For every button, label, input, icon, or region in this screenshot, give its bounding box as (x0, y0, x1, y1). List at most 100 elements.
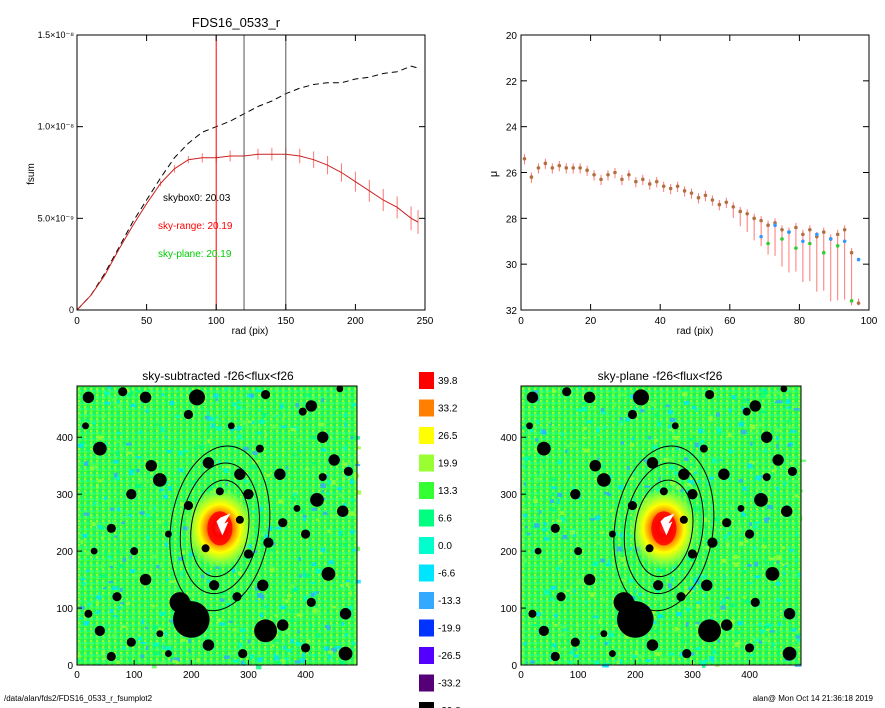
sky-plane-noise-speck (794, 645, 799, 650)
sky-subtracted-galaxy-peak (216, 513, 231, 536)
sky-plane-masked-source (787, 466, 798, 476)
sky-plane-noise-speck (720, 558, 727, 563)
sky-subtracted-noise-speck (130, 468, 136, 472)
sky-subtracted-noise-speck (97, 592, 101, 595)
sky-subtracted-noise-speck (169, 639, 173, 644)
sky-subtracted-noise-speck (344, 422, 347, 427)
sky-plane-noise-speck (717, 639, 721, 643)
sky-subtracted-noise-speck (242, 420, 248, 426)
sky-subtracted-noise-speck (292, 589, 299, 592)
sky-subtracted-noise-speck (310, 623, 313, 628)
sky-subtracted-masked-source (84, 609, 93, 618)
sky-subtracted-noise-speck (340, 585, 344, 589)
sky-plane-noise-speck (629, 547, 632, 551)
sky-subtracted-masked-source (106, 651, 116, 662)
mu-point (717, 202, 722, 207)
sky-plane-noise-speck (708, 416, 713, 422)
sky-subtracted-noise-speck (264, 433, 268, 437)
fsum-sky-range-curve (76, 153, 419, 311)
sky-plane-noise-speck (531, 502, 535, 506)
colorbar-swatch (419, 674, 434, 692)
sky-subtracted-noise-speck (278, 499, 284, 504)
sky-plane-masked-source (633, 389, 649, 406)
colorbar-label: 33.2 (438, 404, 458, 415)
sky-plane-noise-speck (639, 409, 645, 413)
sky-subtracted-noise-speck (314, 629, 317, 633)
sky-subtracted-noise-speck (290, 638, 295, 644)
mu-points (522, 154, 861, 306)
sky-subtracted-noise-speck (117, 400, 120, 403)
sky-plane-noise-speck (787, 443, 792, 447)
sky-plane-noise-speck (550, 499, 555, 504)
sky-plane-noise-speck (695, 621, 700, 626)
sky-plane-noise-speck (552, 389, 557, 393)
sky-plane-noise-speck (786, 420, 790, 424)
sky-plane-noise-speck (688, 470, 694, 474)
sky-subtracted-masked-source (274, 468, 286, 480)
sky-plane-noise-speck (601, 597, 605, 602)
fsum-x-tick-label: 250 (417, 316, 434, 327)
sky-plane-noise-speck (727, 587, 731, 591)
sky-plane-masked-source (705, 389, 715, 400)
sky-plane-noise-speck (795, 633, 801, 636)
sky-plane-noise-speck (684, 457, 689, 462)
sky-plane-noise-speck (754, 575, 761, 579)
sky-plane-noise-speck (558, 459, 562, 465)
colorbar-label: -39.8 (438, 706, 461, 708)
sky-plane-masked-source (526, 422, 533, 430)
sky-subtracted-masked-source (298, 407, 307, 416)
sky-plane-x-tick-label: 200 (627, 670, 644, 681)
mu-point-blue (842, 239, 847, 244)
sky-subtracted-noise-speck (304, 467, 310, 471)
sky-plane-noise-speck (757, 423, 762, 427)
sky-subtracted-noise-speck (119, 587, 123, 593)
sky-plane-noise-speck (794, 494, 799, 498)
sky-plane-noise-speck (553, 426, 557, 432)
sky-plane-noise-speck (736, 525, 741, 530)
sky-subtracted-noise-speck (151, 663, 157, 669)
sky-plane-noise-speck (629, 443, 635, 448)
sky-plane-noise-speck (539, 468, 545, 474)
sky-plane-noise-speck (728, 407, 732, 413)
sky-subtracted-noise-speck (255, 586, 260, 591)
sky-plane-masked-source (589, 460, 601, 472)
mu-point (675, 184, 680, 189)
sky-subtracted-aperture-ellipse (190, 479, 250, 578)
sky-subtracted-noise-speck (146, 564, 150, 567)
sky-plane-noise-speck (775, 582, 781, 586)
sky-subtracted-noise-speck (126, 392, 131, 397)
sky-subtracted-noise-speck (331, 480, 336, 485)
sky-plane-noise-speck (789, 442, 794, 447)
sky-plane-noise-speck (694, 506, 699, 512)
sky-plane-noise-speck (533, 390, 539, 394)
sky-plane-masked-source (718, 468, 730, 480)
sky-subtracted-noise-speck (117, 615, 121, 619)
sky-subtracted-noise-speck (259, 660, 262, 665)
sky-plane-noise-speck (798, 489, 803, 493)
sky-subtracted-noise-speck (355, 490, 362, 495)
mu-point-green (766, 241, 770, 246)
sky-subtracted-noise-speck (353, 473, 359, 478)
sky-plane-masked-source (609, 650, 616, 658)
sky-plane-noise-speck (690, 431, 697, 435)
sky-subtracted-noise-speck (221, 591, 225, 595)
sky-plane-noise-speck (755, 486, 761, 490)
mu-point (745, 211, 749, 216)
sky-plane-noise-speck (560, 633, 566, 637)
sky-plane-noise-speck (776, 560, 779, 564)
sky-plane-noise-speck (669, 457, 674, 462)
sky-plane-noise-speck (769, 463, 774, 466)
sky-subtracted-noise-speck (100, 574, 107, 578)
sky-subtracted-noise-speck (112, 633, 117, 638)
sky-plane-noise-speck (553, 614, 558, 618)
sky-subtracted-noise-speck (113, 615, 118, 618)
sky-range-annotation: sky-range: 20.19 (158, 221, 233, 232)
sky-plane-noise-speck (679, 487, 684, 492)
sky-subtracted-noise-speck (337, 487, 341, 491)
sky-plane-masked-source (687, 489, 698, 500)
sky-plane-noise-speck (584, 600, 588, 605)
sky-subtracted-noise-speck (285, 661, 289, 666)
sky-subtracted-noise-speck (324, 625, 331, 629)
sky-plane-noise-speck (783, 482, 787, 486)
sky-plane-noise-speck (758, 640, 763, 644)
